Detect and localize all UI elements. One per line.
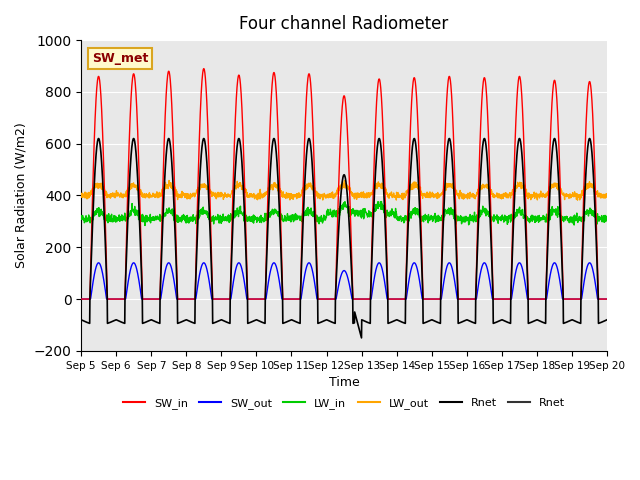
Line: LW_out: LW_out	[81, 180, 607, 200]
Legend: SW_in, SW_out, LW_in, LW_out, Rnet, Rnet: SW_in, SW_out, LW_in, LW_out, Rnet, Rnet	[118, 394, 570, 414]
Rnet	[224, 320, 232, 325]
SW_in	[200, 66, 207, 72]
SW_out	[371, 273, 378, 279]
LW_out	[557, 185, 564, 191]
LW_out	[77, 194, 85, 200]
Y-axis label: Solar Radiation (W/m2): Solar Radiation (W/m2)	[15, 122, 28, 268]
SW_out	[497, 296, 505, 302]
SW_in	[371, 145, 378, 151]
LW_in	[378, 199, 385, 204]
LW_out	[573, 197, 581, 203]
SW_out	[95, 260, 102, 266]
SW_in	[497, 296, 505, 302]
LW_out	[224, 193, 232, 199]
LW_in	[77, 215, 85, 221]
SW_in	[77, 296, 85, 302]
SW_out	[359, 296, 367, 302]
LW_in	[557, 214, 565, 219]
Line: SW_out: SW_out	[81, 263, 607, 299]
LW_in	[359, 209, 367, 215]
Text: SW_met: SW_met	[92, 52, 148, 65]
LW_out	[497, 194, 505, 200]
Rnet	[358, 335, 365, 341]
SW_in	[572, 296, 579, 302]
Rnet	[603, 317, 611, 323]
LW_in	[572, 214, 579, 220]
SW_in	[359, 296, 367, 302]
Line: LW_in: LW_in	[81, 202, 607, 226]
LW_out	[371, 182, 378, 188]
LW_in	[603, 215, 611, 220]
Rnet	[557, 233, 565, 239]
LW_out	[359, 191, 367, 197]
LW_out	[165, 178, 173, 183]
SW_out	[224, 296, 232, 302]
LW_in	[497, 218, 505, 224]
Title: Four channel Radiometer: Four channel Radiometer	[239, 15, 449, 33]
LW_in	[141, 223, 149, 228]
SW_out	[572, 296, 579, 302]
Rnet	[77, 317, 85, 323]
Rnet	[95, 136, 102, 142]
SW_in	[557, 201, 564, 207]
Rnet	[497, 317, 505, 323]
Line: Rnet: Rnet	[81, 139, 607, 338]
LW_out	[572, 192, 579, 198]
LW_in	[224, 213, 232, 219]
SW_in	[224, 296, 232, 302]
SW_out	[77, 296, 85, 302]
SW_in	[603, 296, 611, 302]
SW_out	[557, 284, 564, 289]
Rnet	[572, 318, 579, 324]
Rnet	[371, 181, 379, 187]
LW_in	[371, 206, 378, 212]
Rnet	[360, 318, 367, 324]
LW_out	[603, 193, 611, 199]
X-axis label: Time: Time	[329, 376, 360, 389]
SW_out	[603, 296, 611, 302]
Line: SW_in: SW_in	[81, 69, 607, 299]
